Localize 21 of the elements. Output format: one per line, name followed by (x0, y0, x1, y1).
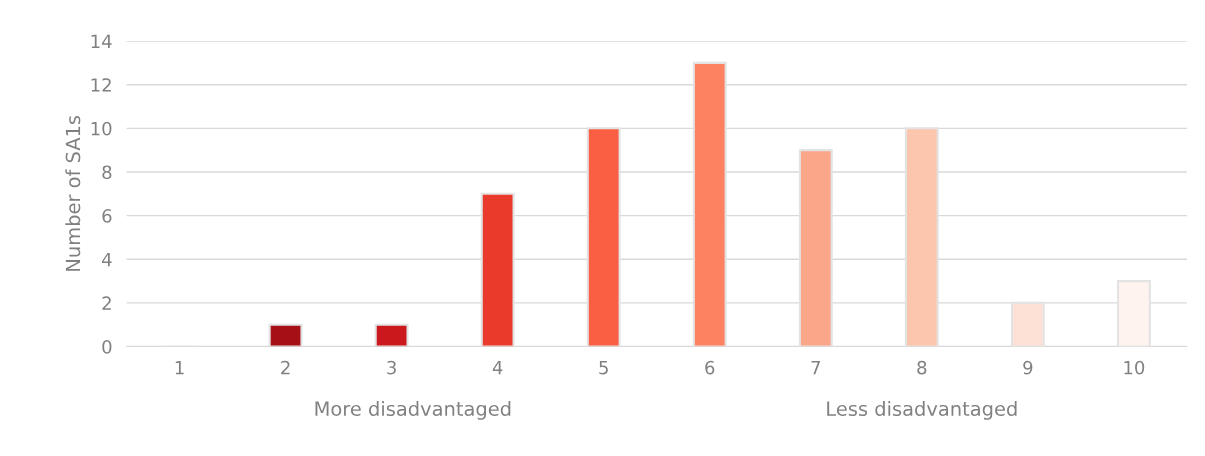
y-tick-label: 10 (91, 121, 112, 136)
x-tick-label: 6 (705, 360, 715, 375)
y-tick-label: 12 (91, 78, 111, 92)
x-tick-label: 8 (917, 360, 927, 375)
x-tick-label: 7 (811, 361, 820, 375)
x-tick-label: 3 (387, 360, 396, 375)
y-tick-label: 6 (102, 209, 112, 223)
x-tick-label: 10 (1124, 360, 1145, 375)
x-tick-label: 4 (492, 361, 503, 375)
x-tick-label: 2 (281, 360, 290, 375)
x-tick-label: 5 (599, 361, 608, 375)
y-tick-label: 14 (91, 34, 112, 48)
text: More disadvantaged (315, 400, 511, 420)
y-tick-label: 8 (102, 165, 112, 180)
y-axis-title: Number of SA1s (65, 115, 81, 271)
text: Less disadvantaged (827, 400, 1017, 420)
x-tick-label: 9 (1023, 360, 1033, 375)
y-tick-label: 2 (102, 296, 111, 310)
y-tick-label: 0 (102, 340, 112, 354)
y-tick-label: 4 (102, 252, 112, 267)
x-tick-label: 1 (175, 361, 184, 375)
